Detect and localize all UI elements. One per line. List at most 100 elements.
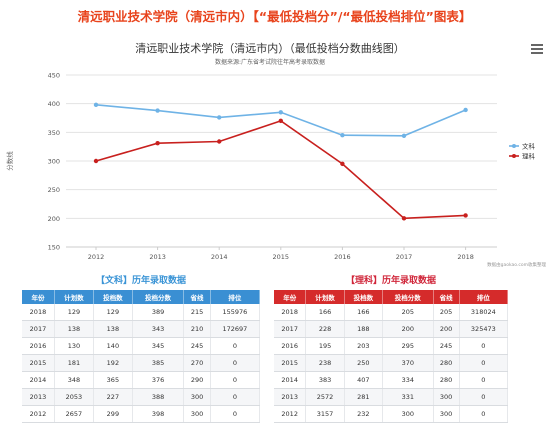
- table-cell: 398: [132, 405, 185, 423]
- table-cell: 270: [183, 354, 211, 372]
- table-cell: 280: [433, 371, 460, 389]
- like-table: 年份 计划数 投档数 投档分数 省线 排位 2018 166 166 205 205 318024 2…: [274, 290, 509, 423]
- chart-title: 清远职业技术学院（清远市内）（最低投档分数曲线图）: [135, 42, 405, 55]
- y-tick-label: 250: [48, 186, 60, 194]
- table-row: 2016 130 140 345 245 0: [22, 337, 261, 355]
- table-row: 2012 2657 299 398 300 0: [22, 405, 261, 423]
- legend-marker: [512, 144, 516, 148]
- data-point: [463, 107, 468, 113]
- y-tick-label: 450: [48, 72, 60, 80]
- table-cell: 155976: [210, 304, 261, 321]
- legend-marker: [512, 154, 516, 158]
- data-point: [463, 213, 468, 218]
- table-row: 2016 195 203 295 245 0: [274, 337, 509, 355]
- menu-icon[interactable]: [531, 44, 543, 54]
- table-cell: 300: [433, 388, 460, 406]
- x-tick-label: 2017: [396, 253, 413, 261]
- table-cell: 376: [132, 371, 185, 389]
- table-cell: 345: [132, 337, 185, 355]
- table-cell: 383: [305, 371, 345, 389]
- column-header: 投档数: [344, 290, 384, 304]
- table-row: 2015 181 192 385 270 0: [22, 354, 261, 372]
- table-cell: 166: [305, 304, 345, 321]
- table-cell: 281: [344, 388, 384, 406]
- table-cell: 2017: [22, 320, 55, 338]
- table-cell: 2016: [274, 337, 307, 355]
- data-point: [340, 133, 345, 138]
- table-cell: 166: [344, 304, 384, 321]
- table-cell: 331: [382, 388, 434, 406]
- table-cell: 0: [210, 337, 261, 355]
- table-cell: 138: [93, 320, 133, 338]
- y-tick-label: 350: [48, 129, 60, 137]
- table-cell: 3157: [305, 405, 345, 423]
- column-header: 年份: [274, 290, 307, 304]
- table-cell: 318024: [459, 304, 509, 321]
- table-row: 2017 228 188 200 200 325473: [274, 320, 509, 338]
- x-tick-label: 2014: [211, 253, 228, 261]
- table-cell: 299: [93, 405, 133, 423]
- table-cell: 2013: [22, 388, 55, 406]
- table-cell: 188: [344, 320, 384, 338]
- table-cell: 2017: [274, 320, 307, 338]
- table-cell: 2015: [274, 354, 307, 372]
- x-tick-label: 2012: [88, 253, 105, 261]
- table-cell: 200: [433, 320, 460, 338]
- data-point: [93, 102, 99, 108]
- data-point: [278, 110, 283, 115]
- table-row: 2018 166 166 205 205 318024: [274, 304, 509, 321]
- table-cell: 0: [459, 371, 509, 389]
- chart-subtitle: 数据来源:广东省考试院往年高考录取数据: [214, 59, 326, 66]
- table-cell: 325473: [459, 320, 509, 338]
- legend-label: 理科: [522, 152, 536, 161]
- table-cell: 388: [132, 388, 185, 406]
- legend-label: 文科: [522, 142, 536, 151]
- x-tick-label: 2013: [149, 253, 166, 261]
- table-cell: 385: [132, 354, 185, 372]
- wenke-table-section: 【文科】历年录取数据 年份 计划数 投档数 投档分数 省线 排位 2018 129 129 38…: [22, 273, 261, 423]
- column-header: 省线: [183, 290, 211, 304]
- y-tick-label: 150: [48, 244, 60, 252]
- table-row: 2015 238 250 370 280 0: [274, 354, 509, 372]
- y-tick-label: 200: [48, 215, 60, 223]
- table-cell: 2014: [22, 371, 55, 389]
- table-cell: 300: [183, 405, 211, 423]
- column-header: 投档分数: [132, 290, 185, 304]
- table-cell: 0: [210, 354, 261, 372]
- table-cell: 2014: [274, 371, 307, 389]
- column-header: 省线: [433, 290, 460, 304]
- y-tick-label: 400: [48, 100, 60, 108]
- table-cell: 129: [93, 304, 133, 321]
- table-cell: 215: [183, 304, 211, 321]
- chart-container: 清远职业技术学院（清远市内）（最低投档分数曲线图） 数据来源:广东省考试院往年高…: [0, 28, 549, 273]
- table-cell: 205: [433, 304, 460, 321]
- table-cell: 140: [93, 337, 133, 355]
- table-cell: 2572: [305, 388, 345, 406]
- data-point: [278, 118, 283, 124]
- column-header: 投档分数: [382, 290, 434, 304]
- table-cell: 238: [305, 354, 345, 372]
- table-cell: 181: [54, 354, 94, 372]
- table-cell: 0: [210, 388, 261, 406]
- data-point: [217, 115, 222, 120]
- table-cell: 300: [433, 405, 460, 423]
- table-cell: 232: [344, 405, 384, 423]
- table-cell: 2015: [22, 354, 55, 372]
- column-header: 计划数: [305, 290, 345, 304]
- x-tick-label: 2018: [457, 253, 474, 261]
- column-header: 排位: [210, 290, 261, 304]
- table-cell: 370: [382, 354, 434, 372]
- table-cell: 245: [433, 337, 460, 355]
- table-cell: 2013: [274, 388, 307, 406]
- page-title: 清远职业技术学院（清远市内）【“最低投档分”/“最低投档排位”图表】: [77, 9, 472, 24]
- chart-watermark: 数据由gaokao.com收集整理: [487, 261, 546, 268]
- y-tick-label: 300: [48, 158, 60, 166]
- data-point: [340, 161, 345, 167]
- table-cell: 2016: [22, 337, 55, 355]
- table-cell: 205: [382, 304, 434, 321]
- table-cell: 228: [305, 320, 345, 338]
- table-cell: 334: [382, 371, 434, 389]
- table-cell: 203: [344, 337, 384, 355]
- table-cell: 210: [183, 320, 211, 338]
- data-point: [155, 141, 160, 146]
